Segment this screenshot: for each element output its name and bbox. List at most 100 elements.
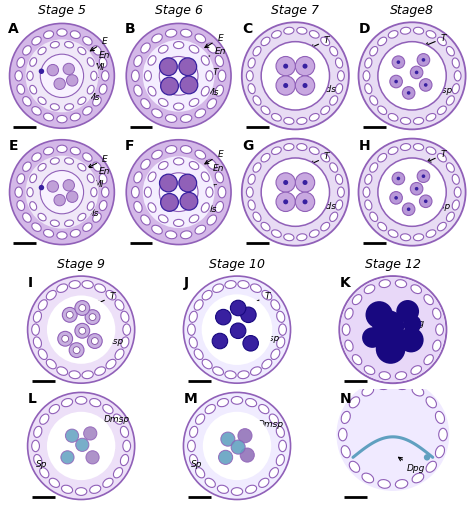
Text: T: T: [194, 184, 216, 193]
Ellipse shape: [426, 397, 437, 408]
Text: Stage 6: Stage 6: [155, 4, 203, 17]
Ellipse shape: [101, 187, 109, 197]
Ellipse shape: [310, 30, 319, 38]
Circle shape: [161, 77, 178, 95]
Ellipse shape: [452, 58, 459, 68]
Ellipse shape: [27, 71, 33, 80]
Ellipse shape: [345, 340, 353, 351]
Ellipse shape: [49, 404, 60, 414]
Ellipse shape: [259, 478, 269, 487]
Circle shape: [415, 71, 419, 74]
Circle shape: [230, 300, 246, 316]
Circle shape: [39, 185, 44, 190]
Ellipse shape: [50, 104, 59, 110]
Ellipse shape: [33, 337, 41, 348]
Ellipse shape: [93, 46, 101, 55]
Circle shape: [390, 75, 402, 88]
Ellipse shape: [401, 117, 410, 124]
Circle shape: [27, 276, 135, 383]
Ellipse shape: [336, 58, 343, 68]
Ellipse shape: [134, 85, 142, 96]
Ellipse shape: [207, 43, 217, 53]
Ellipse shape: [201, 172, 210, 181]
Ellipse shape: [454, 187, 461, 197]
Ellipse shape: [158, 162, 168, 170]
Ellipse shape: [30, 202, 36, 210]
Text: En: En: [198, 164, 224, 176]
Ellipse shape: [32, 440, 39, 452]
Circle shape: [339, 276, 447, 383]
Circle shape: [276, 76, 295, 95]
Ellipse shape: [259, 404, 269, 414]
Ellipse shape: [134, 202, 142, 212]
Circle shape: [415, 187, 419, 190]
Ellipse shape: [378, 381, 391, 390]
Circle shape: [397, 177, 400, 180]
Circle shape: [424, 200, 428, 203]
Ellipse shape: [64, 220, 73, 227]
Ellipse shape: [246, 399, 256, 407]
Circle shape: [283, 64, 288, 69]
Ellipse shape: [452, 200, 459, 210]
Ellipse shape: [32, 153, 41, 162]
Text: J: J: [183, 276, 189, 290]
Ellipse shape: [215, 55, 223, 67]
Ellipse shape: [148, 172, 156, 181]
Circle shape: [26, 40, 99, 112]
Ellipse shape: [70, 31, 80, 39]
Circle shape: [399, 327, 424, 353]
Ellipse shape: [181, 231, 192, 239]
Circle shape: [183, 392, 291, 499]
Ellipse shape: [40, 414, 49, 424]
Ellipse shape: [152, 225, 162, 234]
Ellipse shape: [207, 160, 217, 169]
Ellipse shape: [238, 280, 249, 289]
Circle shape: [76, 438, 89, 452]
Ellipse shape: [297, 27, 307, 34]
Circle shape: [212, 333, 228, 349]
Ellipse shape: [189, 99, 199, 107]
Circle shape: [283, 199, 288, 204]
Circle shape: [242, 139, 349, 246]
Circle shape: [276, 56, 295, 76]
Ellipse shape: [23, 213, 31, 223]
Text: Dpg: Dpg: [399, 457, 425, 473]
Ellipse shape: [152, 150, 162, 159]
Circle shape: [159, 56, 198, 95]
Ellipse shape: [253, 163, 261, 172]
Text: Ml: Ml: [77, 180, 104, 189]
Circle shape: [66, 311, 73, 318]
Text: Tds: Tds: [308, 199, 337, 211]
Ellipse shape: [395, 381, 408, 390]
Ellipse shape: [336, 84, 343, 93]
Ellipse shape: [181, 29, 192, 37]
Ellipse shape: [93, 162, 101, 171]
Ellipse shape: [206, 71, 213, 81]
Ellipse shape: [173, 42, 184, 49]
Ellipse shape: [413, 117, 424, 124]
Ellipse shape: [207, 99, 217, 109]
Circle shape: [180, 193, 198, 210]
Ellipse shape: [106, 291, 116, 300]
Ellipse shape: [261, 153, 270, 162]
Ellipse shape: [152, 109, 162, 118]
Ellipse shape: [121, 337, 129, 348]
Ellipse shape: [262, 291, 272, 300]
Ellipse shape: [250, 367, 261, 375]
Ellipse shape: [379, 372, 391, 379]
Circle shape: [295, 192, 315, 211]
Ellipse shape: [412, 386, 424, 396]
Ellipse shape: [75, 397, 87, 404]
Ellipse shape: [277, 311, 285, 323]
Circle shape: [397, 60, 400, 64]
Text: T: T: [97, 450, 114, 458]
Ellipse shape: [57, 145, 67, 152]
Circle shape: [66, 191, 78, 202]
Circle shape: [179, 174, 197, 192]
Ellipse shape: [310, 113, 319, 121]
Ellipse shape: [30, 85, 36, 94]
Ellipse shape: [33, 311, 41, 323]
Ellipse shape: [261, 37, 270, 46]
Circle shape: [61, 451, 74, 464]
Text: E: E: [205, 34, 223, 48]
